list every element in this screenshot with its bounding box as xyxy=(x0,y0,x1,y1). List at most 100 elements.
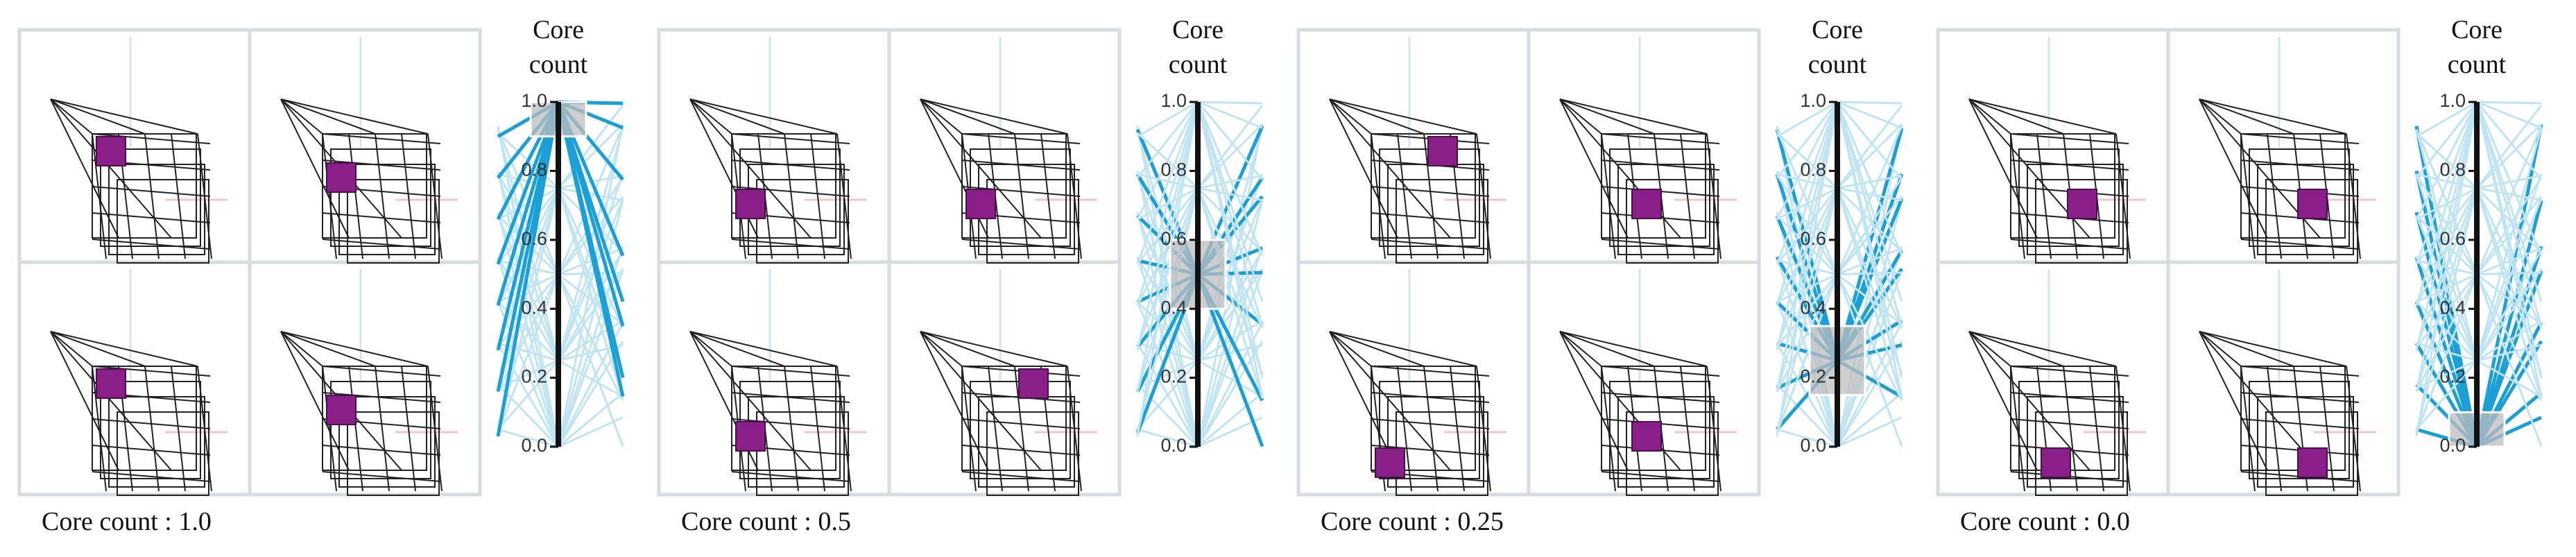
perspective-line xyxy=(280,331,376,367)
fan-line xyxy=(1196,187,1264,399)
perspective-line xyxy=(920,331,1042,471)
cage-line xyxy=(92,418,211,429)
fan-line xyxy=(1196,101,1264,257)
cage-layer xyxy=(1609,148,1710,247)
fan-line xyxy=(1136,359,1199,431)
cage-line xyxy=(375,366,390,492)
caption: Core count : 0.25 xyxy=(1321,507,1504,536)
wireframe-view xyxy=(1329,269,1506,496)
fan-line xyxy=(556,101,625,379)
fan-line xyxy=(1837,392,1903,448)
perspective-line xyxy=(50,98,172,239)
fan-line xyxy=(2415,101,2478,392)
wireframe-view xyxy=(920,269,1097,496)
perspective-line xyxy=(689,331,732,367)
highlight-block xyxy=(2297,189,2328,219)
fan-line xyxy=(1836,246,1903,447)
cage-line xyxy=(2115,366,2131,492)
cage-line xyxy=(2240,239,2360,250)
caption: Core count : 0.5 xyxy=(681,507,851,536)
fan-line xyxy=(2475,173,2543,361)
cage-line xyxy=(197,133,212,259)
cage-line xyxy=(961,471,1081,482)
cage-line xyxy=(1706,133,1721,259)
fan-line xyxy=(1836,341,1903,447)
cage-line xyxy=(1476,366,1491,492)
fan-line xyxy=(1196,268,1264,361)
cage-line xyxy=(810,366,825,492)
cage-line xyxy=(784,133,799,259)
cage-layer xyxy=(330,381,431,479)
cage-line xyxy=(1371,392,1490,403)
tick-label: 1.0 xyxy=(521,90,547,111)
perspective-line xyxy=(1329,98,1451,239)
highlight-block xyxy=(326,162,357,193)
perspective-line xyxy=(2199,98,2294,135)
fan-line xyxy=(1197,101,1263,105)
cage-line xyxy=(2240,392,2360,403)
fan-line xyxy=(2476,247,2542,275)
cage-layer xyxy=(2265,179,2358,264)
cage-line xyxy=(1601,366,1720,377)
cage-line xyxy=(401,133,416,259)
cage-line xyxy=(1601,366,1616,492)
wireframe-view xyxy=(689,269,867,496)
fan-line xyxy=(1837,247,1903,275)
fan-line xyxy=(1836,101,1903,302)
perspective-line xyxy=(280,98,429,135)
fan-line xyxy=(1196,246,1264,447)
fan-line xyxy=(1836,187,1903,329)
perspective-line xyxy=(689,98,812,239)
cage-line xyxy=(322,445,441,456)
cage-line xyxy=(1397,366,1412,492)
cage-line xyxy=(2346,133,2361,259)
fan-line xyxy=(497,187,560,434)
fan-line xyxy=(1776,101,1839,265)
fan-line xyxy=(557,123,624,189)
wireframe-view xyxy=(50,269,227,496)
fan-line xyxy=(2415,101,2478,437)
fan-line xyxy=(2415,187,2478,434)
cage-layer xyxy=(2249,148,2350,247)
fan-line xyxy=(1136,101,1199,306)
fan-line xyxy=(1836,187,1903,253)
fan-line xyxy=(1836,101,1903,327)
perspective-line xyxy=(1329,98,1425,135)
perspective-line xyxy=(2199,331,2294,367)
cage-line xyxy=(810,133,825,259)
cage-line xyxy=(2267,133,2282,259)
fan-line xyxy=(558,392,624,448)
tick-label: 0.0 xyxy=(521,435,547,456)
cage-layer xyxy=(330,148,431,247)
perspective-line xyxy=(1968,98,2117,135)
wireframe-view xyxy=(1968,37,2146,264)
cage-line xyxy=(961,186,1081,197)
perspective-line xyxy=(1968,331,2090,471)
fan-line xyxy=(1136,101,1199,179)
cage-layer xyxy=(756,411,849,496)
perspective-line xyxy=(50,98,198,135)
fan-line xyxy=(1136,101,1199,392)
tick-label: 0.0 xyxy=(1800,435,1826,456)
fan-line xyxy=(558,247,624,275)
cage-line xyxy=(348,133,363,259)
highlight-block xyxy=(2297,447,2328,478)
fan-line xyxy=(1836,123,1903,189)
cage-line xyxy=(1371,239,1490,250)
fan-line xyxy=(1776,187,1839,392)
tick-label: 0.2 xyxy=(1160,366,1187,387)
cage-line xyxy=(2010,239,2129,250)
cage-line xyxy=(1601,133,1720,144)
fan-line xyxy=(1836,177,1903,275)
tick-label: 0.0 xyxy=(1160,435,1187,456)
cage-layer xyxy=(756,179,849,264)
fan-line xyxy=(2415,101,2478,265)
fan-line xyxy=(1776,428,1838,448)
perspective-line xyxy=(1968,98,2064,135)
perspective-line xyxy=(50,331,146,367)
perspective-line xyxy=(1559,98,1602,135)
perspective-line xyxy=(1559,331,1602,367)
fan-line xyxy=(2415,101,2478,220)
perspective-line xyxy=(920,98,1015,135)
perspective-line xyxy=(50,331,198,367)
